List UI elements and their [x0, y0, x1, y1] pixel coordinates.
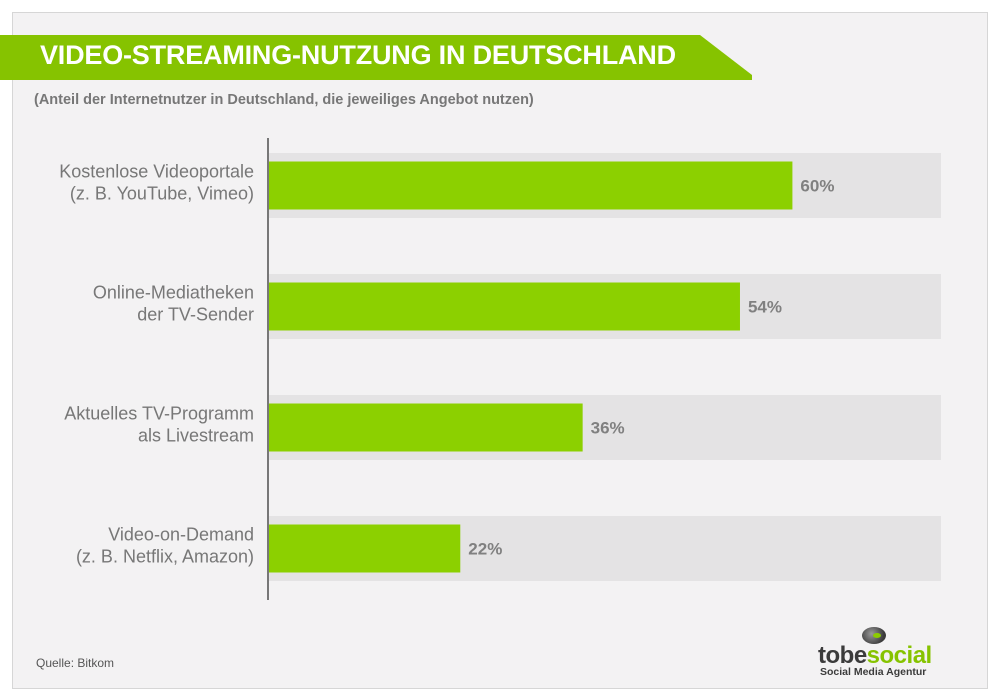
category-label: Video-on-Demand [108, 525, 254, 545]
category-label: der TV-Sender [137, 305, 254, 325]
bar-value-label: 60% [800, 177, 834, 196]
bar [268, 282, 740, 331]
logo-tagline: Social Media Agentur [820, 666, 927, 678]
bar-value-label: 22% [468, 540, 502, 559]
logo-ball-icon [862, 627, 886, 644]
source-note: Quelle: Bitkom [36, 656, 115, 670]
tobesocial-logo: tobesocial Social Media Agentur [812, 625, 942, 680]
category-label: (z. B. Netflix, Amazon) [76, 547, 254, 567]
category-label: Aktuelles TV-Programm [64, 404, 254, 424]
chart-title: VIDEO-STREAMING-NUTZUNG IN DEUTSCHLAND [40, 40, 676, 70]
category-label: Kostenlose Videoportale [59, 162, 254, 182]
bar-value-label: 54% [748, 298, 782, 317]
title-banner [0, 35, 760, 80]
category-label: als Livestream [138, 426, 254, 446]
bar [268, 403, 583, 452]
logo-word-part1: tobe [818, 642, 867, 669]
logo-word-part2: social [866, 642, 933, 669]
chart-subtitle: (Anteil der Internetnutzer in Deutschlan… [34, 92, 534, 108]
bar [268, 524, 461, 573]
title-banner-shape [0, 35, 752, 80]
category-label: Online-Mediatheken [93, 283, 254, 303]
bar-value-label: 36% [591, 419, 625, 438]
bar [268, 161, 793, 210]
category-label: (z. B. YouTube, Vimeo) [70, 184, 254, 204]
logo-wordmark: tobesocial [818, 642, 932, 670]
